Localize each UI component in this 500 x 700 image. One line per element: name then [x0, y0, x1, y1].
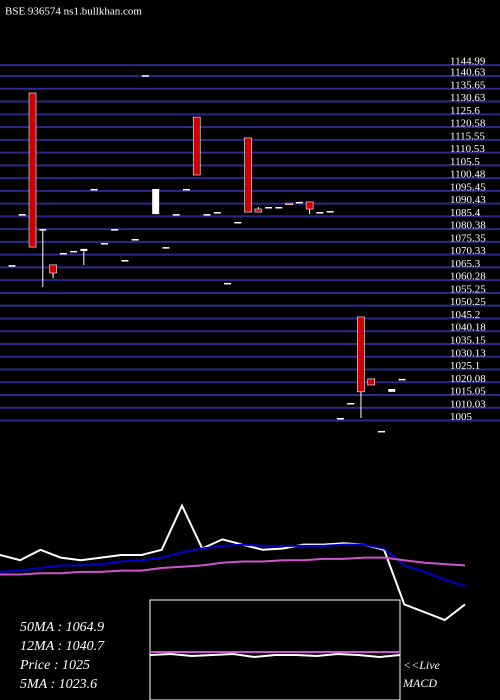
- readout: Price : 1025: [19, 658, 90, 673]
- indicator-line: [0, 543, 466, 588]
- y-tick-label: 1010.03: [450, 398, 486, 410]
- y-tick-label: 1050.25: [450, 296, 486, 308]
- candle-body: [18, 214, 26, 216]
- y-tick-label: 1080.38: [450, 220, 486, 232]
- candle-body: [213, 212, 221, 214]
- candle-body: [347, 403, 355, 405]
- candle-body: [80, 248, 88, 251]
- live-label: <<Live: [403, 658, 441, 672]
- candle-body: [162, 247, 170, 249]
- candle-body: [367, 378, 376, 386]
- y-tick-label: 1110.53: [450, 143, 485, 155]
- candle-body: [90, 188, 98, 191]
- candle-body: [295, 201, 303, 204]
- candle-body: [70, 250, 78, 253]
- y-tick-label: 1020.08: [450, 373, 486, 385]
- candle-body: [234, 221, 242, 224]
- candle-body: [192, 116, 201, 176]
- candle-body: [172, 214, 180, 216]
- y-tick-label: 1045.2: [450, 309, 480, 321]
- y-tick-label: 1085.4: [450, 207, 481, 219]
- candle-body: [275, 206, 283, 209]
- y-tick-label: 1035.15: [450, 335, 486, 347]
- candle-body: [305, 201, 314, 210]
- candle-body: [265, 206, 273, 209]
- y-tick-label: 1144.99: [450, 56, 486, 68]
- candle-body: [203, 214, 211, 216]
- candle-body: [141, 75, 149, 77]
- y-tick-label: 1140.63: [450, 67, 486, 79]
- candle-body: [398, 378, 406, 381]
- candle-body: [152, 188, 160, 215]
- y-tick-label: 1070.33: [450, 245, 486, 257]
- y-tick-label: 1135.65: [450, 79, 486, 91]
- candle-body: [377, 430, 385, 433]
- candle-body: [388, 389, 396, 392]
- y-tick-label: 1120.58: [450, 118, 486, 130]
- candle-body: [285, 202, 293, 205]
- candle-body: [49, 264, 57, 274]
- candle-body: [182, 188, 190, 191]
- readout: 12MA : 1040.7: [20, 639, 105, 654]
- readout: 5MA : 1023.6: [20, 677, 97, 692]
- y-tick-label: 1040.18: [450, 322, 486, 334]
- y-tick-label: 1095.45: [450, 181, 486, 193]
- candle-body: [244, 137, 252, 213]
- candle-body: [316, 212, 324, 214]
- candle-body: [336, 417, 344, 420]
- candle-body: [59, 252, 67, 255]
- candle-body: [254, 208, 263, 213]
- y-tick-label: 1105.5: [450, 156, 480, 168]
- candle-body: [121, 260, 129, 262]
- y-tick-label: 1130.63: [450, 92, 486, 104]
- macd-title: MACD: [402, 676, 437, 690]
- readout: 50MA : 1064.9: [20, 620, 104, 635]
- candle-body: [39, 229, 47, 231]
- y-tick-label: 1005: [450, 411, 473, 423]
- candle-body: [326, 211, 334, 213]
- y-tick-label: 1100.48: [450, 169, 486, 181]
- y-tick-label: 1015.05: [450, 386, 486, 398]
- y-tick-label: 1025.1: [450, 360, 480, 372]
- y-tick-label: 1030.13: [450, 347, 486, 359]
- y-tick-label: 1055.25: [450, 283, 486, 295]
- y-tick-label: 1125.6: [450, 105, 480, 117]
- macd-panel: [149, 599, 401, 700]
- y-tick-label: 1065.3: [450, 258, 481, 270]
- chart-title: BSE 936574 ns1.bullkhan.com: [5, 6, 142, 18]
- candle-body: [111, 229, 119, 231]
- indicator-line: [0, 556, 466, 576]
- y-tick-label: 1090.43: [450, 194, 486, 206]
- candle-body: [224, 282, 232, 285]
- indicator-line: [149, 652, 401, 659]
- candle-body: [100, 243, 108, 245]
- y-tick-label: 1060.28: [450, 271, 486, 283]
- y-tick-label: 1075.35: [450, 232, 486, 244]
- y-tick-label: 1115.55: [450, 130, 485, 142]
- candle-body: [131, 238, 139, 241]
- candle-body: [8, 265, 16, 267]
- candle-body: [357, 316, 365, 393]
- candle-body: [28, 92, 37, 248]
